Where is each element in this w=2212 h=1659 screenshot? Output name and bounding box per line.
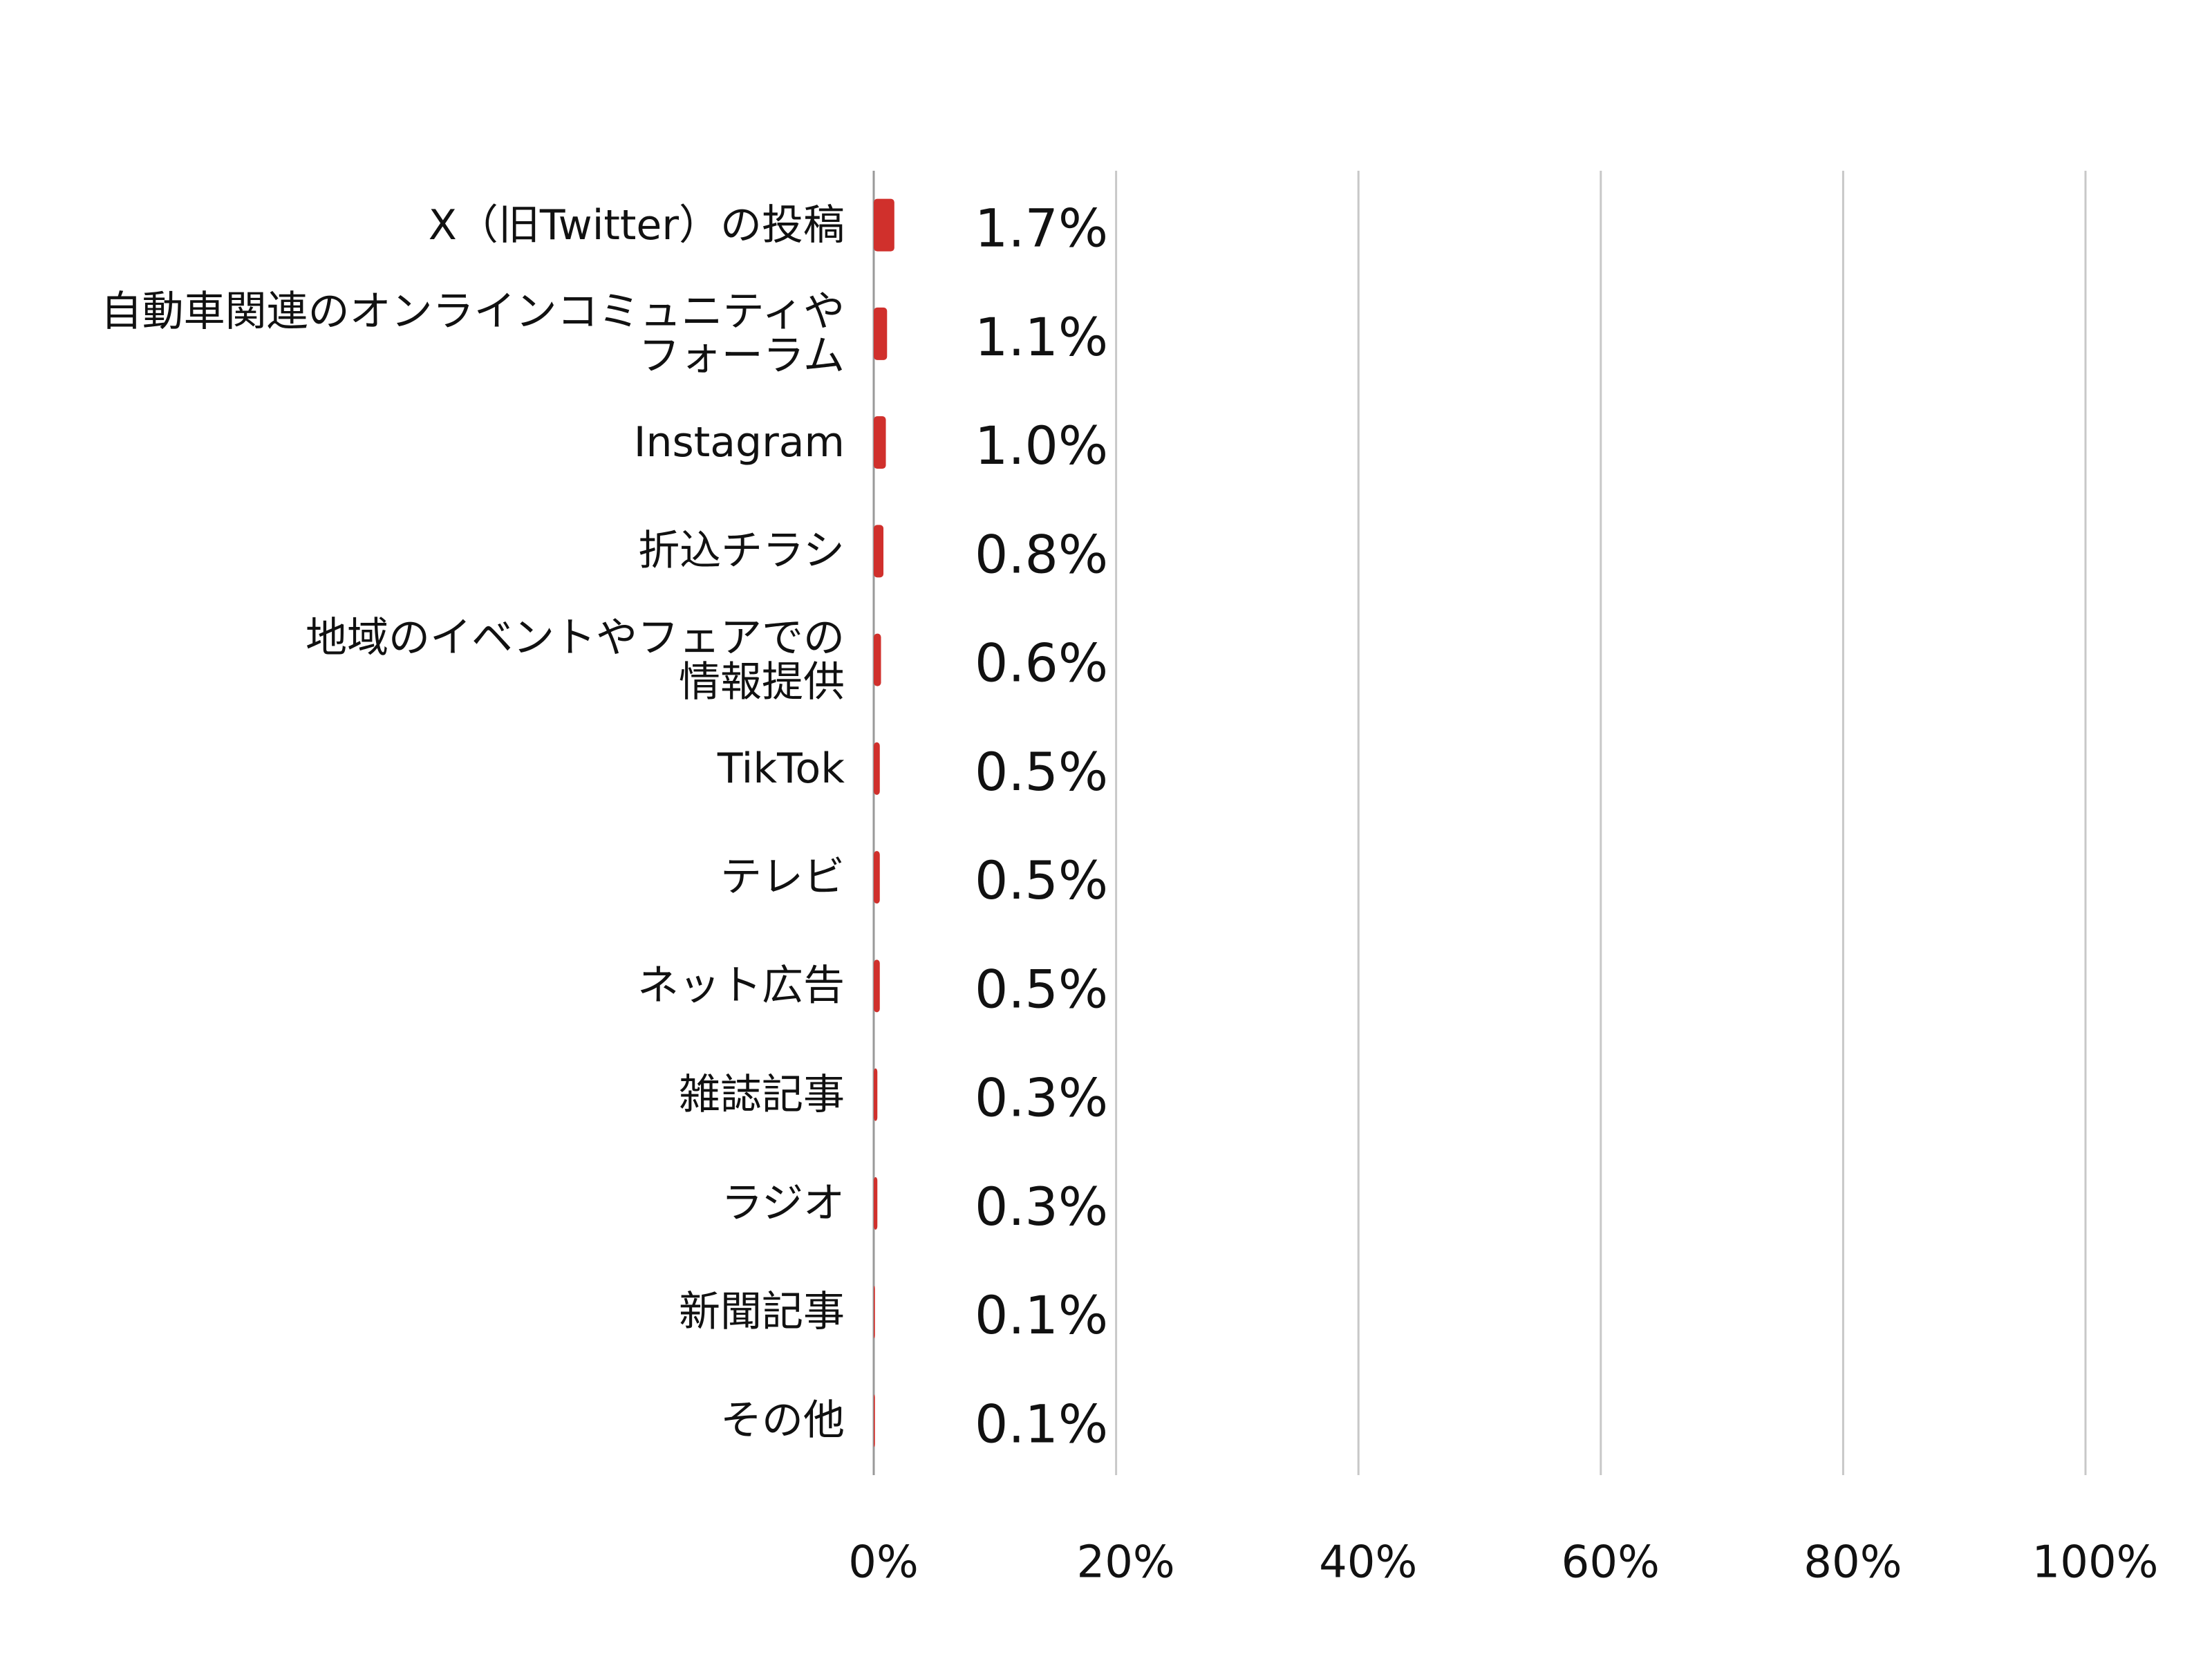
bar bbox=[874, 633, 881, 686]
bar bbox=[874, 416, 886, 469]
category-label: テレビ bbox=[720, 853, 845, 902]
bar bbox=[874, 307, 888, 360]
value-label: 0.1% bbox=[975, 1284, 1108, 1346]
category-label: その他 bbox=[720, 1396, 845, 1445]
bar bbox=[874, 851, 880, 904]
value-label: 0.3% bbox=[975, 1067, 1108, 1129]
value-label: 0.1% bbox=[975, 1393, 1108, 1454]
bar bbox=[874, 198, 894, 252]
x-tick-label: 100% bbox=[2032, 1537, 2159, 1588]
category-label: 自動車関連のオンラインコミュニティや フォーラム bbox=[100, 287, 845, 380]
category-label: ネット広告 bbox=[637, 962, 845, 1011]
category-label: 地域のイベントやフェアでの 情報提供 bbox=[306, 613, 845, 706]
category-label: Instagram bbox=[633, 418, 845, 467]
category-label: ラジオ bbox=[721, 1179, 845, 1228]
value-label: 0.5% bbox=[975, 850, 1108, 911]
bar bbox=[874, 742, 880, 795]
value-label: 1.0% bbox=[975, 415, 1108, 476]
bar bbox=[874, 1068, 878, 1121]
value-label: 0.5% bbox=[975, 741, 1108, 803]
bar bbox=[874, 959, 880, 1013]
bar bbox=[874, 525, 884, 578]
bar bbox=[874, 1394, 875, 1447]
x-tick-label: 0% bbox=[848, 1537, 919, 1588]
value-label: 0.3% bbox=[975, 1176, 1108, 1237]
x-tick-label: 20% bbox=[1076, 1537, 1174, 1588]
category-label: TikTok bbox=[717, 744, 845, 793]
value-label: 0.5% bbox=[975, 958, 1108, 1020]
x-tick-label: 60% bbox=[1562, 1537, 1660, 1588]
category-label: X（旧Twitter）の投稿 bbox=[428, 200, 845, 250]
x-tick-label: 40% bbox=[1319, 1537, 1417, 1588]
x-tick-label: 80% bbox=[1803, 1537, 1902, 1588]
bar bbox=[874, 1286, 875, 1339]
value-label: 1.1% bbox=[975, 306, 1108, 368]
category-label: 新聞記事 bbox=[679, 1288, 845, 1337]
value-label: 0.8% bbox=[975, 523, 1108, 585]
category-label: 雑誌記事 bbox=[679, 1070, 845, 1119]
value-label: 1.7% bbox=[975, 198, 1108, 259]
value-label: 0.6% bbox=[975, 632, 1108, 694]
bar bbox=[874, 1177, 878, 1230]
category-label: 折込チラシ bbox=[638, 527, 845, 576]
